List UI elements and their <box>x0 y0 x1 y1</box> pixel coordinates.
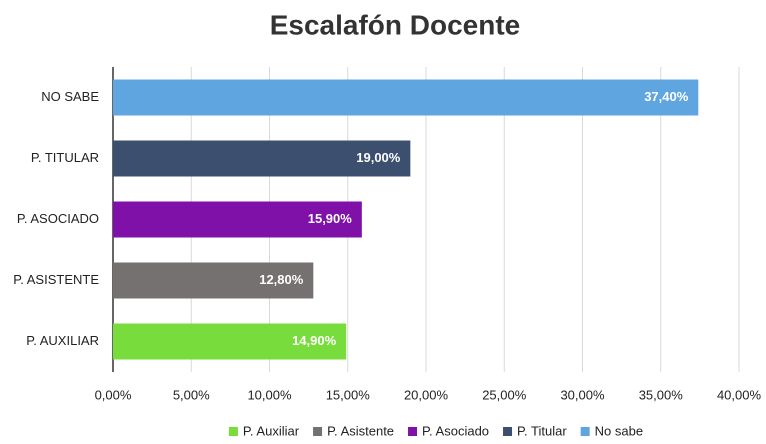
legend-label: P. Asociado <box>422 423 489 438</box>
legend-label: P. Titular <box>517 423 567 438</box>
value-label: 14,90% <box>292 333 337 348</box>
y-tick-label: NO SABE <box>41 89 99 104</box>
bar <box>113 140 411 177</box>
legend-swatch <box>580 427 590 436</box>
y-tick-label: P. ASISTENTE <box>13 272 99 287</box>
legend-label: No sabe <box>595 423 643 438</box>
bar <box>113 323 347 360</box>
x-tick-label: 30,00% <box>560 387 605 402</box>
value-label: 19,00% <box>356 150 401 165</box>
bar <box>113 262 314 299</box>
bar <box>113 79 699 116</box>
legend-label: P. Auxiliar <box>243 423 300 438</box>
x-tick-label: 5,00% <box>173 387 210 402</box>
x-tick-label: 0,00% <box>95 387 132 402</box>
legend-swatch <box>408 427 418 436</box>
x-tick-label: 10,00% <box>247 387 292 402</box>
legend-swatch <box>503 427 513 436</box>
y-tick-label: P. TITULAR <box>31 150 99 165</box>
x-tick-label: 40,00% <box>717 387 762 402</box>
chart-title: Escalafón Docente <box>270 9 521 40</box>
legend-label: P. Asistente <box>327 423 394 438</box>
x-tick-label: 25,00% <box>482 387 527 402</box>
bar <box>113 201 362 238</box>
legend-swatch <box>313 427 323 436</box>
x-tick-label: 35,00% <box>639 387 684 402</box>
legend-swatch <box>228 427 238 436</box>
value-label: 37,40% <box>644 89 689 104</box>
y-tick-label: P. ASOCIADO <box>17 211 99 226</box>
value-label: 15,90% <box>308 211 353 226</box>
x-tick-label: 15,00% <box>326 387 371 402</box>
value-label: 12,80% <box>259 272 304 287</box>
y-tick-label: P. AUXILIAR <box>26 333 99 348</box>
x-tick-label: 20,00% <box>404 387 449 402</box>
